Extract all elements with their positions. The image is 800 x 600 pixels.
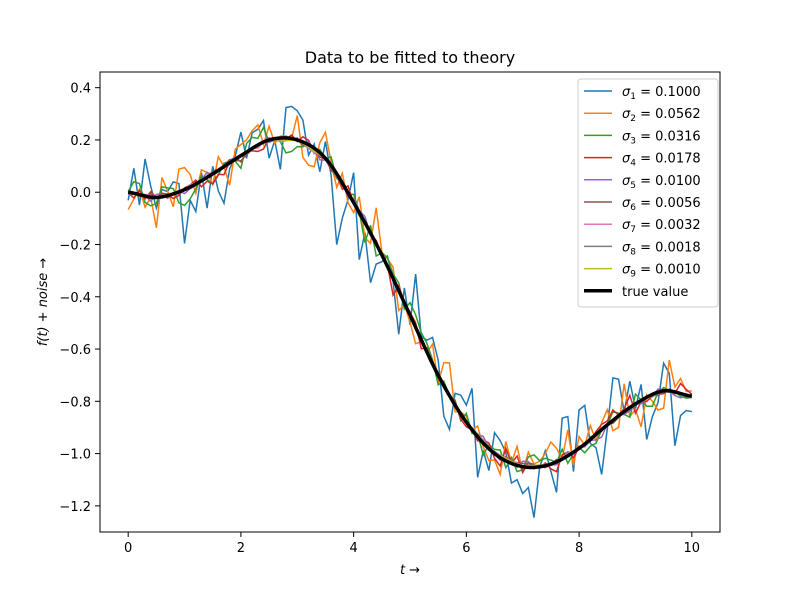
legend-entry: σ5 = 0.0100 [584, 174, 701, 191]
legend-entry: σ1 = 0.1000 [584, 85, 701, 102]
y-tick-label: −0.4 [59, 291, 91, 306]
legend-entry: σ8 = 0.0018 [584, 240, 701, 257]
plot-frame [99, 71, 721, 533]
legend-entry: σ7 = 0.0032 [584, 218, 701, 235]
legend-label: σ3 = 0.0316 [622, 129, 701, 146]
legend-entry-true-value: true value [584, 285, 688, 300]
y-axis-label: f(t) + noise → [36, 258, 51, 347]
true-value-line [127, 136, 693, 470]
y-tick-label: −0.2 [59, 239, 91, 254]
x-tick-label: 0 [124, 541, 132, 556]
x-tick-label: 4 [349, 541, 357, 556]
x-axis: 0 2 4 6 8 10 [124, 532, 700, 556]
y-tick-label: −0.8 [59, 395, 91, 410]
x-tick-label: 10 [684, 541, 701, 556]
legend-label: σ1 = 0.1000 [622, 85, 701, 102]
y-tick-label: −0.6 [59, 343, 91, 358]
legend: σ1 = 0.1000 σ2 = 0.0562 σ3 = 0.0316 σ4 = 0.… [577, 78, 719, 308]
legend-entry: σ3 = 0.0316 [584, 129, 701, 146]
y-tick-label: 0.4 [70, 82, 91, 97]
chart-title: Data to be fitted to theory [305, 48, 515, 67]
series-layer [127, 105, 693, 518]
x-tick-label: 2 [237, 541, 245, 556]
x-axis-label: t → [400, 563, 420, 578]
legend-label: σ7 = 0.0032 [622, 218, 701, 235]
y-tick-label: 0.2 [70, 134, 91, 149]
x-tick-label: 8 [575, 541, 583, 556]
x-tick-label: 6 [462, 541, 470, 556]
legend-entry: σ4 = 0.0178 [584, 152, 701, 169]
y-tick-label: 0.0 [70, 186, 91, 201]
legend-label: σ4 = 0.0178 [622, 152, 701, 169]
y-tick-label: −1.2 [59, 500, 91, 515]
legend-entry: σ6 = 0.0056 [584, 196, 701, 213]
y-tick-label: −1.0 [59, 448, 91, 463]
legend-entry: σ9 = 0.0010 [584, 263, 701, 280]
legend-label: σ8 = 0.0018 [622, 240, 701, 257]
legend-label: true value [622, 285, 688, 300]
legend-label: σ2 = 0.0562 [622, 107, 701, 124]
legend-label: σ6 = 0.0056 [622, 196, 701, 213]
legend-entry: σ2 = 0.0562 [584, 107, 701, 124]
legend-label: σ9 = 0.0010 [622, 263, 701, 280]
legend-label: σ5 = 0.0100 [622, 174, 701, 191]
y-axis: 0.4 0.2 0.0 −0.2 −0.4 −0.6 −0.8 −1.0 −1.2 [59, 82, 100, 515]
legend-box [577, 78, 719, 308]
